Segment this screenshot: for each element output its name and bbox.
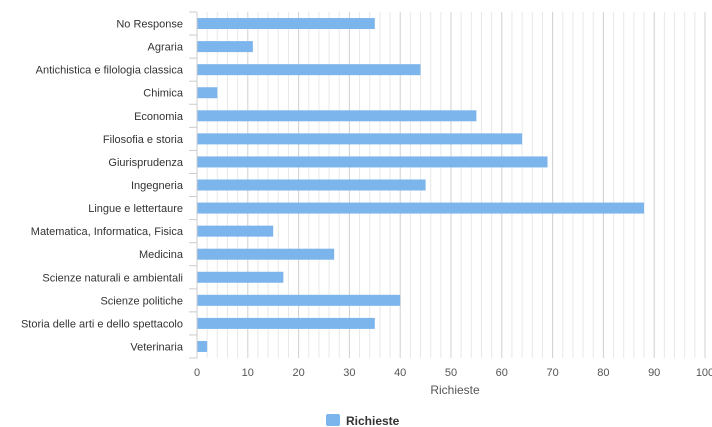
bar[interactable]	[197, 87, 218, 99]
x-tick-label: 60	[496, 367, 508, 379]
x-axis-title: Richieste	[430, 383, 480, 397]
bar[interactable]	[197, 271, 284, 283]
category-label: Chimica	[143, 88, 184, 100]
category-label: Ingegneria	[131, 180, 184, 192]
bar[interactable]	[197, 248, 335, 260]
x-tick-labels: 0 10 20 30 40 50 60 70 80 90 100	[194, 367, 712, 379]
category-label: Medicina	[139, 249, 184, 261]
category-label: Agraria	[148, 42, 184, 54]
x-tick-label: 100	[696, 367, 712, 379]
category-label: Antichistica e filologia classica	[36, 65, 184, 77]
bar[interactable]	[197, 202, 645, 214]
bar[interactable]	[197, 340, 208, 352]
x-tick-label: 10	[242, 367, 254, 379]
category-labels: No Response Agraria Antichistica e filolog…	[21, 11, 197, 359]
bar[interactable]	[197, 64, 421, 76]
x-tick-label: 0	[194, 367, 200, 379]
legend-swatch[interactable]	[326, 414, 340, 426]
bar[interactable]	[197, 156, 548, 168]
category-label: No Response	[116, 19, 183, 31]
category-label: Economia	[134, 111, 184, 123]
bar[interactable]	[197, 18, 375, 30]
x-tick-label: 90	[648, 367, 660, 379]
bars	[197, 18, 645, 352]
category-label: Scienze naturali e ambientali	[42, 272, 183, 284]
bar[interactable]	[197, 41, 253, 53]
bar[interactable]	[197, 225, 274, 237]
bar[interactable]	[197, 317, 375, 329]
category-label: Filosofia e storia	[103, 134, 184, 146]
bar[interactable]	[197, 294, 401, 306]
x-tick-label: 40	[394, 367, 406, 379]
category-label: Giurisprudenza	[108, 157, 183, 169]
category-label: Matematica, Informatica, Fisica	[31, 226, 184, 238]
category-label: Lingue e lettertaure	[88, 203, 183, 215]
x-tick-label: 30	[343, 367, 355, 379]
legend[interactable]: Richieste	[326, 414, 400, 427]
bar[interactable]	[197, 110, 477, 122]
x-tick-label: 20	[292, 367, 304, 379]
x-tick-label: 50	[445, 367, 457, 379]
legend-label[interactable]: Richieste	[346, 414, 400, 427]
category-label: Scienze politiche	[100, 295, 183, 307]
x-tick-label: 70	[546, 367, 558, 379]
category-label: Veterinaria	[130, 341, 183, 353]
bar[interactable]	[197, 133, 523, 145]
category-label: Storia delle arti e dello spettacolo	[21, 318, 183, 330]
bar[interactable]	[197, 179, 426, 191]
x-tick-label: 80	[597, 367, 609, 379]
